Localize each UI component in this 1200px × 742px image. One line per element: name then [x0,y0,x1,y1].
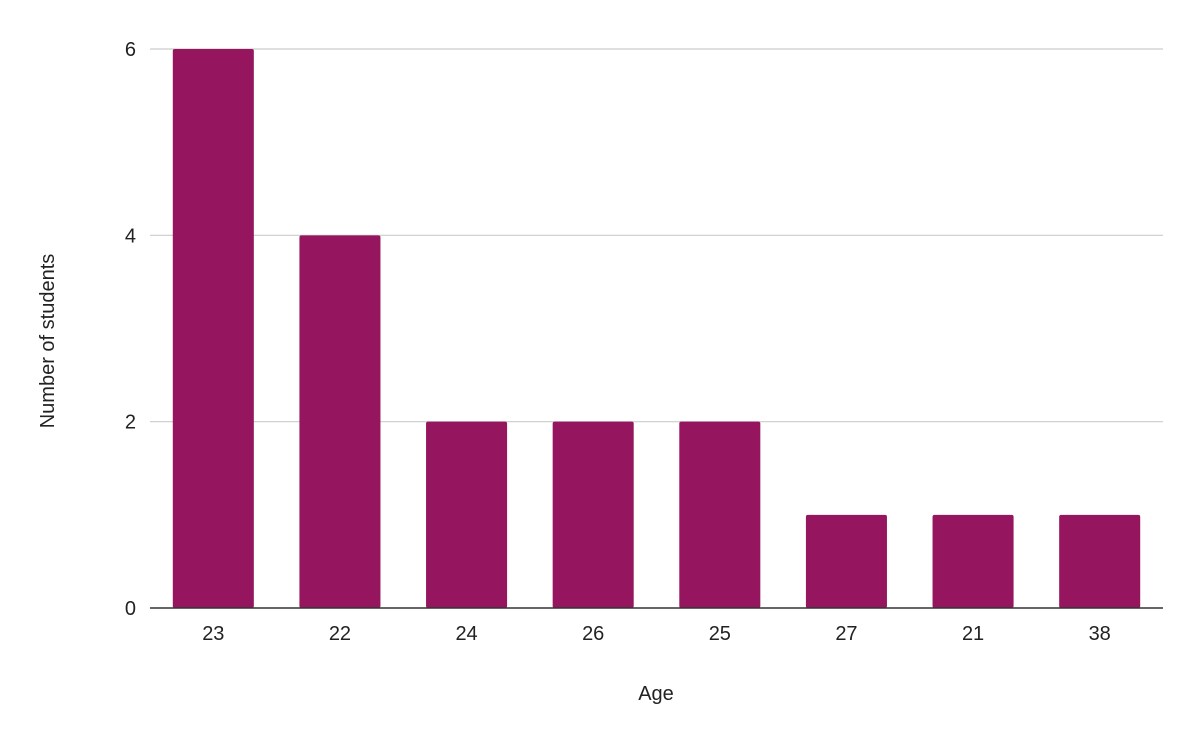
x-tick-label: 25 [709,623,731,645]
x-tick-label: 21 [962,623,984,645]
x-tick-label: 27 [835,623,857,645]
y-tick-label: 6 [125,39,136,61]
x-tick-label: 22 [329,623,351,645]
bar [679,421,761,608]
bar [932,514,1014,608]
y-tick-label: 2 [125,412,136,434]
y-tick-label: 4 [125,225,136,247]
y-axis-title: Number of students [37,254,59,429]
x-tick-label: 23 [202,623,224,645]
x-tick-labels: 23 22 24 26 25 27 21 38 [202,623,1111,645]
x-axis-title: Age [638,683,674,705]
bar [172,49,254,608]
bar [299,235,381,609]
bar [805,514,887,608]
x-tick-label: 24 [455,623,477,645]
x-tick-label: 38 [1089,623,1111,645]
y-tick-labels: 0 2 4 6 [125,39,136,620]
bar [1059,514,1141,608]
bars [172,49,1141,609]
x-tick-label: 26 [582,623,604,645]
y-tick-label: 0 [125,598,136,620]
bar [426,421,508,608]
bar [552,421,634,608]
